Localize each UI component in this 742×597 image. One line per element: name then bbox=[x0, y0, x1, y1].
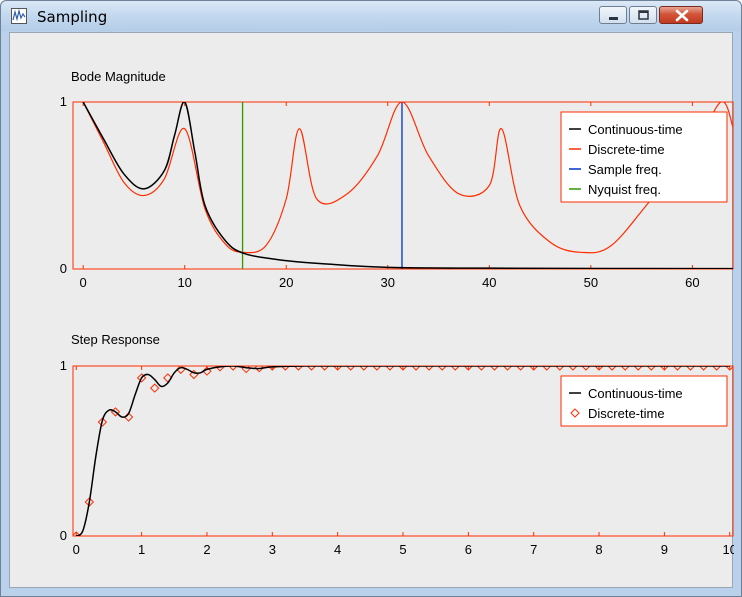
step-x-tick-label: 6 bbox=[465, 542, 472, 557]
bode-x-tick-label: 40 bbox=[482, 275, 496, 290]
step-series-discrete-time-point bbox=[359, 366, 369, 371]
step-series-discrete-time-point bbox=[463, 366, 474, 371]
step-series-discrete-time-point bbox=[267, 366, 278, 371]
step-series-discrete-time-point bbox=[672, 366, 683, 371]
step-series-discrete-time-point bbox=[502, 366, 513, 371]
step-series-discrete-time-point bbox=[594, 366, 604, 371]
maximize-button[interactable] bbox=[629, 6, 657, 24]
step-legend-discrete-time-marker bbox=[570, 408, 580, 418]
bode-x-tick-label: 30 bbox=[381, 275, 395, 290]
step-series-discrete-time-point bbox=[489, 366, 500, 371]
minimize-icon bbox=[609, 17, 618, 20]
step-series-discrete-time-point bbox=[293, 366, 304, 371]
step-series-continuous-time-line bbox=[75, 366, 730, 536]
step-series-discrete-time-point bbox=[581, 366, 591, 371]
step-x-tick-label: 3 bbox=[269, 542, 276, 557]
step-series-discrete-time-point bbox=[711, 366, 722, 371]
step-series-discrete-time-point bbox=[515, 366, 526, 371]
step-y-tick-label: 0 bbox=[60, 528, 67, 543]
title-bar[interactable]: Sampling bbox=[1, 1, 741, 31]
step-plot-title: Step Response bbox=[71, 332, 160, 347]
step-legend-continuous-time-label: Continuous-time bbox=[588, 386, 683, 401]
step-series-discrete-time-point bbox=[372, 366, 382, 371]
bode-plot-title: Bode Magnitude bbox=[71, 69, 166, 84]
step-series-discrete-time-point bbox=[725, 366, 733, 371]
step-series-discrete-time-point bbox=[228, 366, 238, 371]
step-series-discrete-time-point bbox=[685, 366, 696, 371]
bode-legend-continuous-time-label: Continuous-time bbox=[588, 122, 683, 137]
bode-series-continuous-time-line bbox=[82, 102, 733, 269]
step-series-discrete-time-point bbox=[646, 366, 657, 371]
step-series-discrete-time-point bbox=[254, 366, 264, 373]
step-x-tick-label: 4 bbox=[334, 542, 341, 557]
step-series-discrete-time-point bbox=[424, 366, 434, 371]
bode-series-discrete-time-line bbox=[82, 102, 733, 254]
step-series-discrete-time-point bbox=[698, 366, 709, 371]
bode-x-tick-label: 50 bbox=[584, 275, 598, 290]
bode-x-tick-label: 0 bbox=[80, 275, 87, 290]
bode-legend-discrete-time-label: Discrete-time bbox=[588, 142, 665, 157]
step-series-discrete-time-point bbox=[542, 366, 552, 371]
close-icon bbox=[675, 9, 689, 22]
waveform-app-icon bbox=[11, 8, 27, 24]
step-series-discrete-time-point bbox=[306, 366, 317, 371]
bode-legend-sample-freq-label: Sample freq. bbox=[588, 162, 662, 177]
step-series-discrete-time-point bbox=[97, 417, 108, 427]
step-series-discrete-time-point bbox=[568, 366, 578, 371]
step-series-discrete-time-point bbox=[215, 366, 225, 372]
step-x-tick-label: 1 bbox=[138, 542, 145, 557]
step-x-tick-label: 2 bbox=[203, 542, 210, 557]
bode-y-tick-label: 1 bbox=[60, 94, 67, 109]
step-series-discrete-time-point bbox=[528, 366, 539, 371]
step-x-tick-label: 0 bbox=[73, 542, 80, 557]
plots-canvas: 0 10 20 30 40 50 6001Continuous-timeDiscrete-t… bbox=[60, 94, 734, 557]
bode-x-tick-label: 10 bbox=[177, 275, 191, 290]
bode-y-tick-label: 0 bbox=[60, 261, 67, 276]
window-bottom-border bbox=[9, 588, 733, 594]
bode-legend bbox=[560, 111, 728, 203]
step-series-discrete-time-point bbox=[620, 366, 630, 371]
step-series-discrete-time-point bbox=[332, 366, 343, 371]
step-series-discrete-time-point bbox=[319, 366, 330, 371]
step-series-discrete-time-point bbox=[659, 366, 670, 371]
step-x-tick-label: 7 bbox=[530, 542, 537, 557]
step-x-tick-label: 10 bbox=[722, 542, 734, 557]
step-series-discrete-time-point bbox=[411, 366, 421, 371]
step-y-tick-label: 1 bbox=[60, 358, 67, 373]
step-series-discrete-time-point bbox=[437, 366, 447, 371]
bode-legend-nyquist-freq-label: Nyquist freq. bbox=[588, 182, 661, 197]
close-button[interactable] bbox=[659, 6, 703, 24]
step-series-discrete-time-point bbox=[398, 366, 408, 371]
step-x-tick-label: 8 bbox=[595, 542, 602, 557]
minimize-button[interactable] bbox=[599, 6, 627, 24]
bode-x-tick-label: 60 bbox=[685, 275, 699, 290]
step-series-discrete-time-point bbox=[633, 366, 643, 371]
window-title: Sampling bbox=[37, 8, 108, 26]
step-series-discrete-time-point bbox=[136, 373, 147, 383]
step-x-tick-label: 9 bbox=[661, 542, 668, 557]
step-series-discrete-time-point bbox=[450, 366, 460, 371]
maximize-icon bbox=[638, 10, 649, 20]
step-x-tick-label: 5 bbox=[399, 542, 406, 557]
step-series-discrete-time-point bbox=[346, 366, 356, 371]
step-series-discrete-time-point bbox=[280, 366, 291, 371]
step-series-discrete-time-point bbox=[476, 366, 487, 371]
step-series-discrete-time-point bbox=[149, 383, 160, 393]
step-series-discrete-time-point bbox=[555, 366, 565, 371]
bode-x-tick-label: 20 bbox=[279, 275, 293, 290]
step-series-discrete-time-point bbox=[607, 366, 617, 371]
step-legend bbox=[560, 375, 728, 427]
step-series-discrete-time-point bbox=[385, 366, 395, 371]
step-legend-discrete-time-label: Discrete-time bbox=[588, 406, 665, 421]
plot-area-panel: Bode Magnitude Step Response 0 10 20 30 40 50… bbox=[9, 32, 734, 588]
